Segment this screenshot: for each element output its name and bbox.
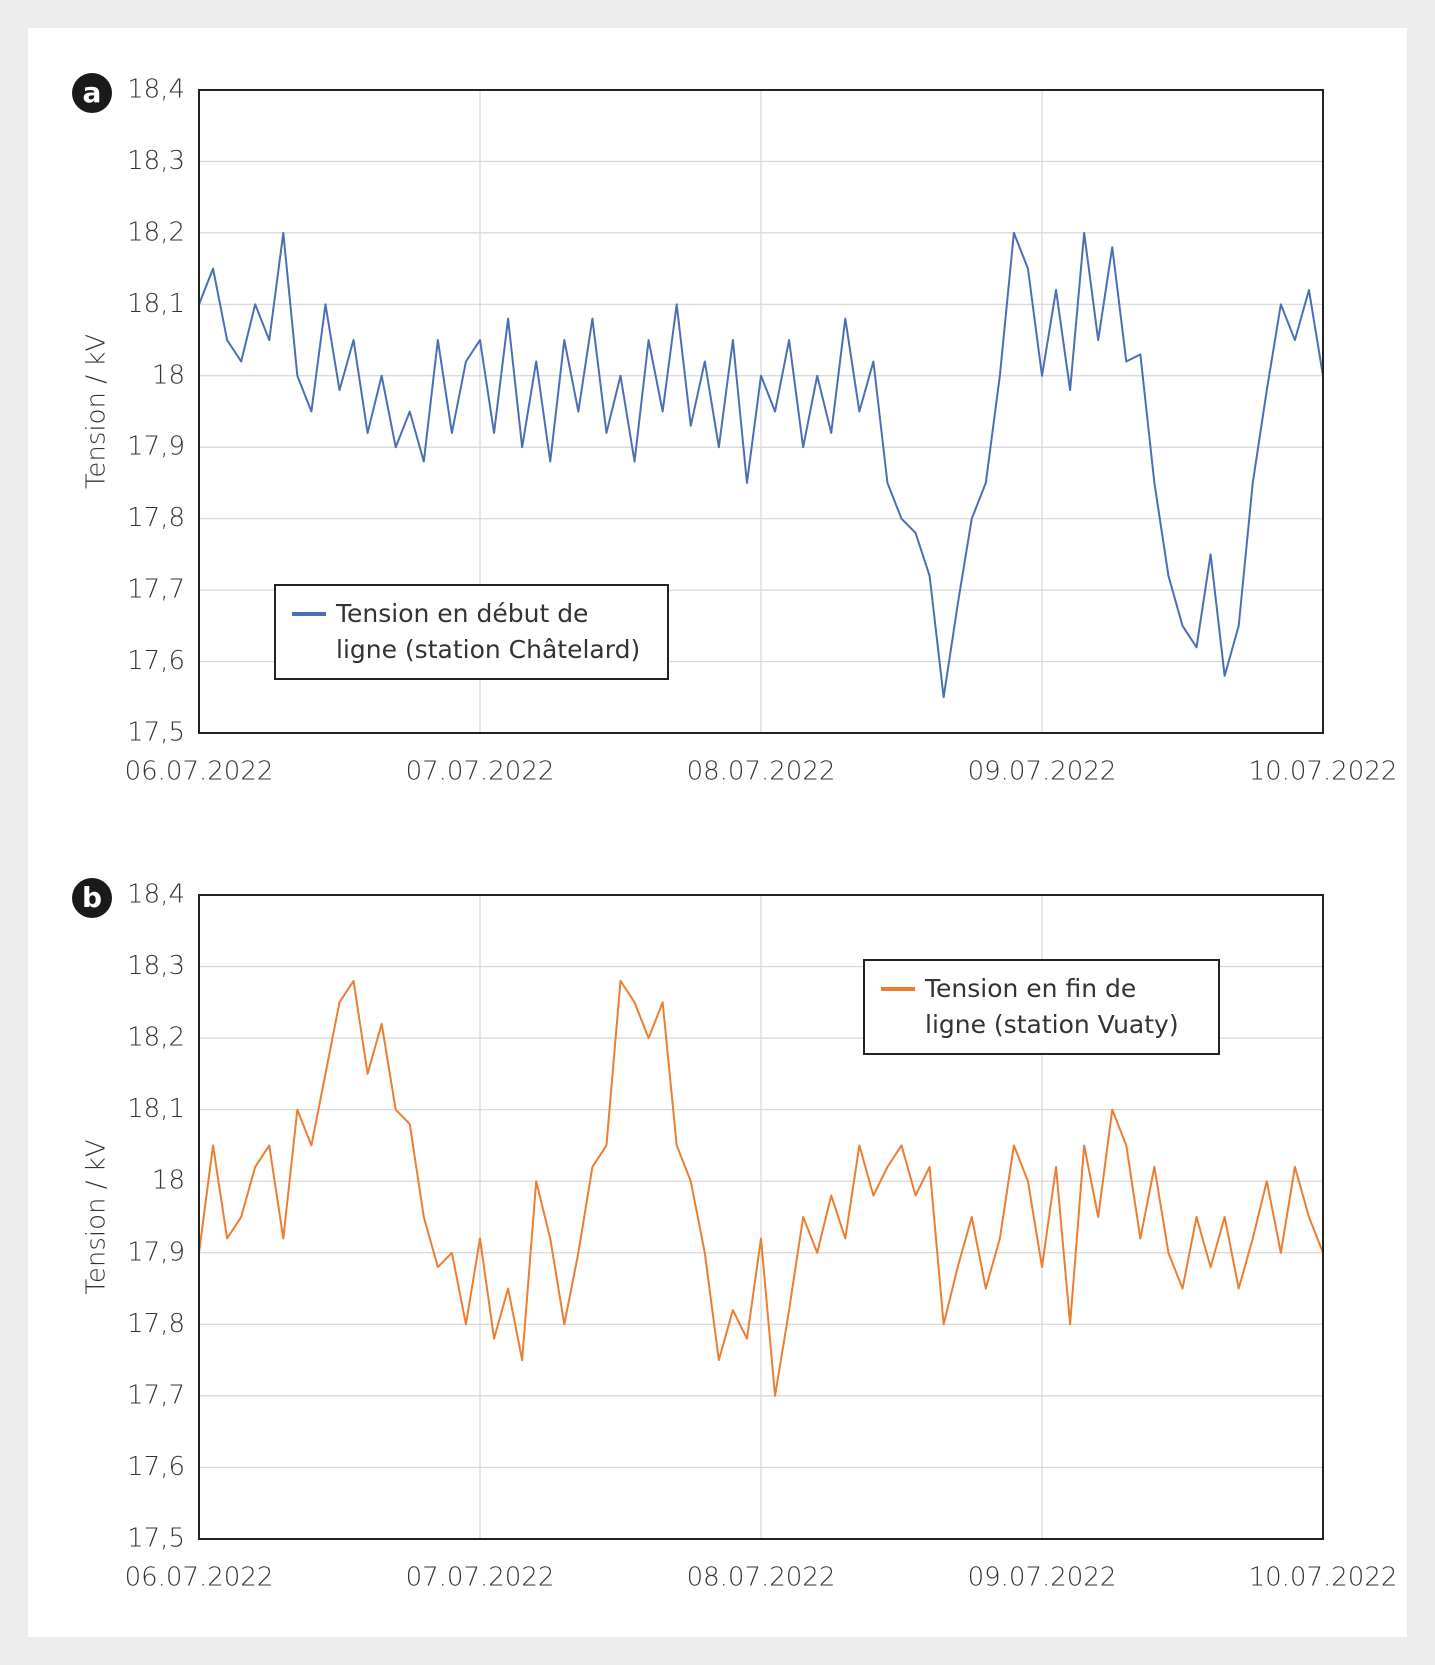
- y-tick-label: 17,5: [127, 1524, 185, 1554]
- y-tick-label: 18,2: [127, 217, 185, 247]
- legend: Tension en début de ligne (station Châte…: [274, 584, 669, 680]
- x-tick-label: 10.07.2022: [1249, 757, 1398, 787]
- y-tick-label: 18,3: [127, 146, 185, 176]
- y-tick-label: 17,8: [127, 503, 185, 533]
- legend-label: Tension en début de ligne (station Châte…: [336, 599, 641, 664]
- y-axis-title: Tension / kV: [82, 334, 112, 489]
- y-axis-title: Tension / kV: [82, 1139, 112, 1294]
- y-tick-label: 18,3: [127, 951, 185, 981]
- y-tick-label: 17,6: [127, 646, 185, 676]
- plot-frame: [198, 894, 1324, 1540]
- x-tick-label: 07.07.2022: [406, 1563, 555, 1593]
- legend-label: Tension en fin de ligne (station Vuaty): [925, 974, 1179, 1039]
- y-tick-label: 18,1: [127, 289, 185, 319]
- y-tick-label: 18,1: [127, 1094, 185, 1124]
- legend-swatch: [292, 612, 326, 616]
- y-tick-label: 18,4: [127, 75, 185, 105]
- x-tick-label: 09.07.2022: [968, 1563, 1117, 1593]
- panel-letter: b: [82, 881, 102, 914]
- y-tick-label: 18: [152, 1166, 185, 1196]
- x-tick-label: 08.07.2022: [687, 1563, 836, 1593]
- panel-badge: [72, 878, 112, 918]
- y-tick-label: 17,9: [127, 1237, 185, 1267]
- y-tick-label: 17,9: [127, 432, 185, 462]
- y-tick-label: 17,7: [127, 1380, 185, 1410]
- y-tick-label: 18,4: [127, 880, 185, 910]
- plot-frame: [198, 89, 1324, 734]
- panel-badge: [72, 73, 112, 113]
- y-tick-label: 17,8: [127, 1309, 185, 1339]
- y-tick-label: 17,5: [127, 718, 185, 748]
- legend: Tension en fin de ligne (station Vuaty): [863, 959, 1220, 1055]
- x-tick-label: 08.07.2022: [687, 757, 836, 787]
- x-tick-label: 09.07.2022: [968, 757, 1117, 787]
- data-line: [198, 979, 1324, 1397]
- x-tick-label: 06.07.2022: [125, 757, 274, 787]
- y-tick-label: 17,7: [127, 575, 185, 605]
- data-line: [198, 231, 1324, 699]
- legend-swatch: [881, 987, 915, 991]
- panel-background: [28, 28, 1407, 1637]
- panel-letter: a: [83, 76, 102, 109]
- y-tick-label: 18: [152, 360, 185, 390]
- x-tick-label: 06.07.2022: [125, 1563, 274, 1593]
- y-tick-label: 18,2: [127, 1023, 185, 1053]
- x-tick-label: 07.07.2022: [406, 757, 555, 787]
- y-tick-label: 17,6: [127, 1452, 185, 1482]
- x-tick-label: 10.07.2022: [1249, 1563, 1398, 1593]
